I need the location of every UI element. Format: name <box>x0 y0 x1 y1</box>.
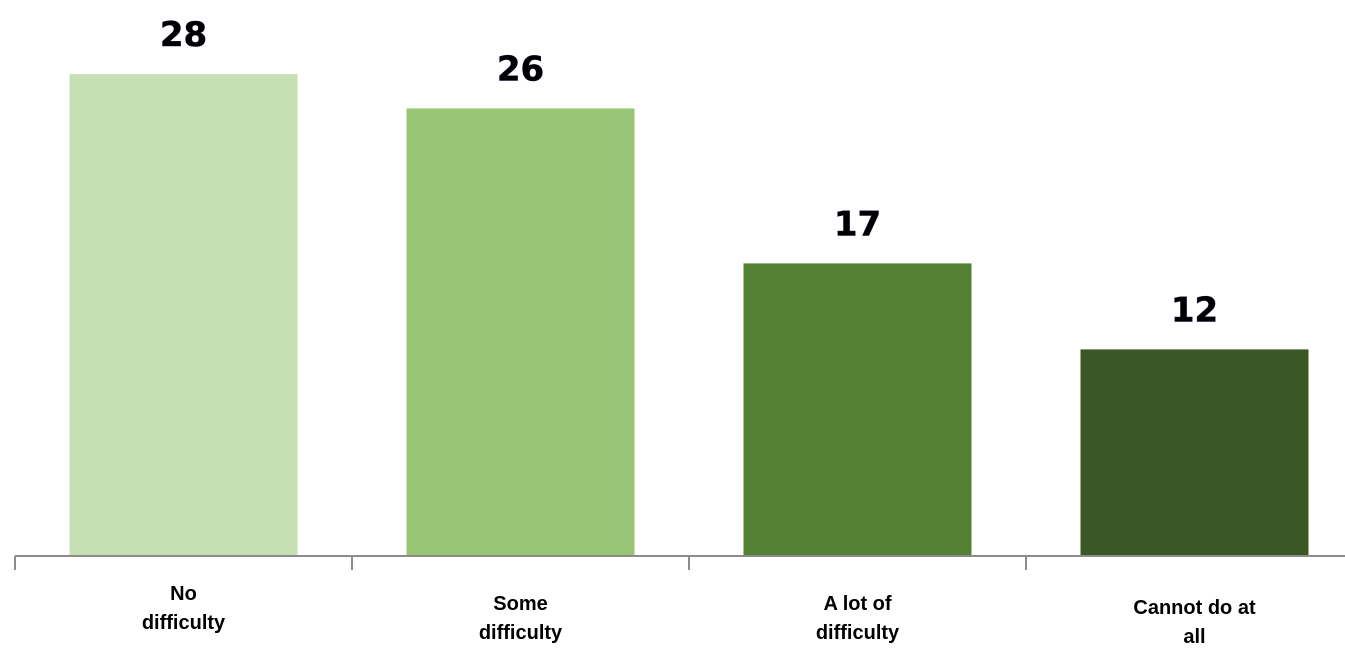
category-label-line: difficulty <box>142 612 226 634</box>
value-label-no-difficulty: 28 <box>160 15 207 55</box>
value-labels-group: 28 26 17 12 <box>160 15 1219 331</box>
value-label-some-difficulty: 26 <box>497 49 544 89</box>
category-label-line: difficulty <box>816 622 900 644</box>
bar-cannot-do-at-all <box>1080 349 1309 556</box>
category-label-line: A lot of <box>823 593 891 615</box>
category-label-line: difficulty <box>479 622 563 644</box>
bar-a-lot-of-difficulty <box>743 263 972 556</box>
category-label-cannot-do-at-all: Cannot do at all <box>1133 597 1256 648</box>
category-label-line: No <box>170 583 197 605</box>
category-label-no-difficulty: No difficulty <box>142 583 226 634</box>
bar-no-difficulty <box>69 74 298 556</box>
value-label-cannot-do-at-all: 12 <box>1171 290 1218 330</box>
bar-some-difficulty <box>406 108 635 557</box>
category-label-line: Cannot do at <box>1133 597 1256 619</box>
bars-group <box>69 74 1309 557</box>
x-axis-ticks <box>14 556 1027 570</box>
category-label-some-difficulty: Some difficulty <box>479 593 563 644</box>
value-label-a-lot-of-difficulty: 17 <box>834 204 881 244</box>
category-label-line: Some <box>493 593 547 615</box>
category-labels-group: No difficulty Some difficulty A lot of diffic… <box>142 583 1256 648</box>
category-label-line: all <box>1183 626 1205 648</box>
category-label-a-lot-of-difficulty: A lot of difficulty <box>816 593 900 644</box>
